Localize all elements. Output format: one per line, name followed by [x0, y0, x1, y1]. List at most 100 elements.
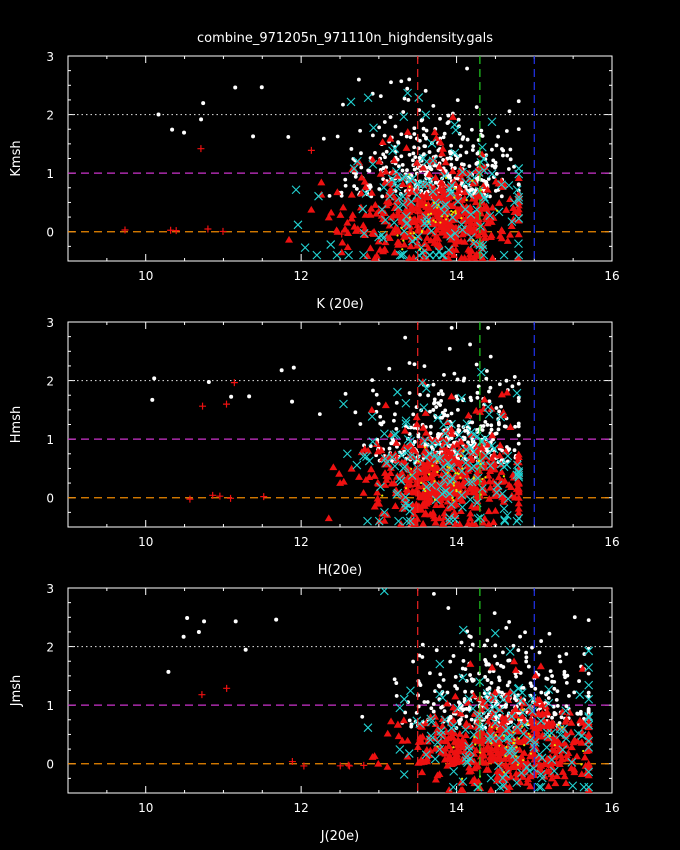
point-white [499, 194, 504, 199]
point-red-triangle [536, 662, 545, 670]
point-cyan-cross [492, 488, 502, 497]
point-red-triangle [457, 778, 466, 786]
point-red-triangle [431, 720, 440, 728]
point-cyan-cross [465, 495, 475, 505]
point-red-triangle [572, 752, 581, 760]
point-red-triangle [544, 767, 553, 775]
point-white [402, 96, 407, 101]
point-cyan-cross [500, 516, 510, 526]
point-cyan-cross [440, 429, 450, 438]
point-white [530, 645, 534, 650]
point-red-triangle [455, 183, 464, 191]
point-red-triangle [513, 478, 522, 486]
point-red-triangle [431, 518, 440, 526]
point-cyan-cross [519, 729, 528, 739]
point-red-triangle [333, 188, 342, 196]
point-cyan-cross [504, 724, 514, 733]
point-white [487, 669, 492, 674]
point-white-outlier [201, 101, 206, 106]
point-white [463, 429, 467, 433]
point-red-triangle [400, 240, 409, 248]
point-red-triangle [462, 719, 471, 727]
point-cyan-cross [559, 724, 569, 734]
point-cyan-cross [404, 749, 414, 758]
point-red-triangle [514, 508, 523, 516]
point-white [394, 400, 399, 405]
point-white [424, 128, 429, 133]
point-white [488, 385, 493, 390]
point-cyan-cross [499, 695, 508, 704]
point-red-triangle [487, 713, 496, 720]
point-yellow [433, 480, 436, 483]
point-cyan-cross [421, 750, 431, 760]
point-red-triangle [526, 782, 535, 790]
point-red-triangle [448, 113, 457, 120]
point-white [420, 655, 425, 659]
point-red-triangle [443, 699, 452, 707]
point-yellow [460, 217, 463, 220]
point-white [512, 696, 517, 701]
point-red-triangle [335, 469, 344, 477]
point-red-triangle [448, 443, 457, 450]
point-red-triangle [514, 499, 523, 507]
point-cyan-cross [422, 179, 432, 189]
point-yellow [451, 496, 454, 500]
point-cyan-cross [352, 460, 362, 470]
point-red-triangle [367, 406, 376, 413]
point-yellow [450, 213, 453, 216]
point-red-triangle [410, 520, 419, 527]
point-red-triangle [506, 687, 515, 695]
point-white [407, 361, 412, 365]
point-white-outlier [202, 619, 207, 624]
point-red-triangle [370, 227, 379, 235]
point-red-triangle [378, 138, 387, 146]
point-white [392, 677, 397, 682]
point-yellow [408, 173, 411, 176]
point-red-plus [288, 758, 296, 766]
point-white [377, 125, 382, 130]
y-axis-label: Jmsh [9, 675, 24, 708]
point-red-triangle [453, 741, 462, 749]
point-white [411, 151, 416, 156]
point-red-triangle [431, 744, 440, 752]
point-cyan-cross [495, 782, 505, 792]
point-red-triangle [495, 451, 504, 459]
point-white [343, 391, 348, 396]
point-red-triangle [361, 183, 370, 191]
point-cyan-cross [314, 191, 323, 201]
point-cyan-cross [457, 220, 466, 229]
point-red-triangle [430, 128, 439, 136]
point-yellow [427, 220, 430, 223]
point-white [394, 681, 399, 685]
point-cyan-cross [514, 169, 524, 179]
point-white [516, 399, 521, 403]
point-red-triangle [488, 254, 497, 261]
point-red-triangle [514, 453, 523, 461]
point-cyan-cross [398, 192, 408, 201]
point-red-triangle [438, 144, 447, 152]
point-cyan-cross [432, 454, 442, 464]
point-white [487, 399, 492, 404]
point-red-triangle [486, 748, 495, 756]
point-red-triangle [422, 254, 431, 261]
point-yellow [522, 759, 525, 762]
point-cyan-cross [430, 754, 440, 764]
point-white [438, 116, 442, 121]
point-yellow [437, 203, 440, 207]
point-white [493, 654, 497, 659]
point-white [455, 176, 460, 181]
point-red-triangle [339, 203, 348, 211]
point-cyan-cross [490, 718, 500, 728]
point-white [407, 152, 412, 157]
point-red-triangle [487, 404, 496, 412]
point-red-triangle [479, 745, 488, 753]
point-red-triangle [458, 786, 467, 793]
x-tick-label: 12 [294, 269, 309, 283]
point-white [464, 714, 469, 719]
point-white [529, 684, 534, 688]
point-yellow [425, 204, 428, 207]
point-red-triangle [355, 158, 364, 166]
point-cyan-cross [439, 420, 449, 430]
point-red-triangle [514, 504, 523, 512]
point-white-outlier [199, 117, 204, 122]
